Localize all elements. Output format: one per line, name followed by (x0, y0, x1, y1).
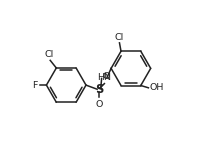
Text: Cl: Cl (114, 33, 124, 42)
Text: OH: OH (148, 83, 163, 92)
Text: F: F (32, 81, 37, 90)
Text: S: S (94, 83, 103, 96)
Text: Cl: Cl (45, 50, 54, 60)
Text: O: O (95, 100, 102, 109)
Text: O: O (102, 72, 109, 81)
Text: HN: HN (97, 73, 110, 82)
